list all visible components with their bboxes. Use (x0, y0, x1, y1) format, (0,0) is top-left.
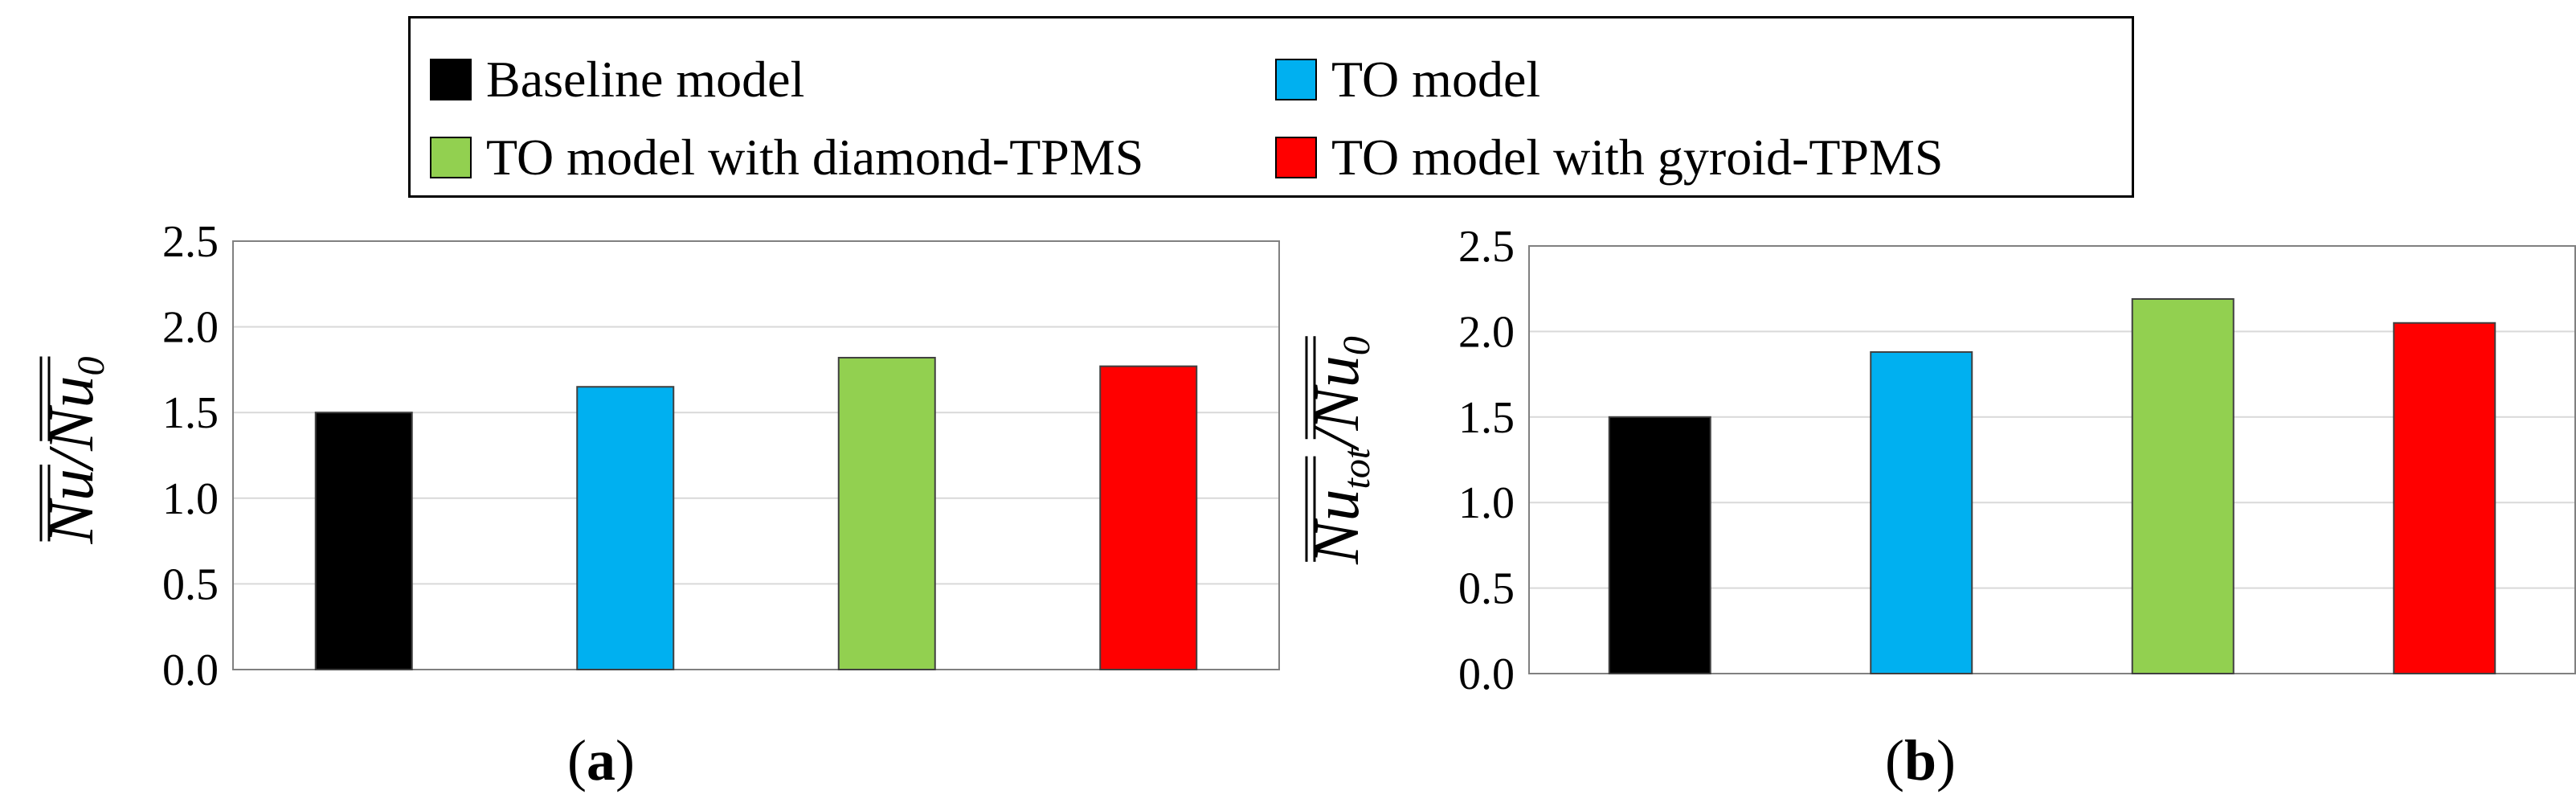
bar-4 (2393, 322, 2496, 674)
panel-label: (b) (1885, 728, 1956, 793)
legend-swatch-gyroid (1275, 137, 1317, 178)
bar-3 (2131, 297, 2235, 674)
bar-1 (1608, 416, 1711, 674)
bar-3 (837, 356, 936, 670)
legend-label-gyroid: TO model with gyroid-TPMS (1331, 129, 1944, 186)
bar-2 (576, 386, 675, 670)
y-tick-label: 2.0 (1458, 307, 1515, 357)
legend-swatch-to (1275, 59, 1317, 100)
y-tick-label: 2.0 (162, 303, 219, 353)
legend-swatch-diamond (430, 137, 472, 178)
legend-item-baseline: Baseline model (430, 47, 804, 112)
y-tick-label: 1.0 (1458, 478, 1515, 528)
svg-text:Nutot/Nu0: Nutot/Nu0 (1302, 336, 1378, 565)
bar-1 (314, 412, 413, 670)
chart-panel-a: 0.0 0.5 1.0 1.5 2.0 2.5 (a) Nu/Nu0 (36, 217, 1280, 793)
y-tick-label: 2.5 (1458, 222, 1515, 272)
chart-panel-b: 0.0 0.5 1.0 1.5 2.0 2.5 (b) Nutot/Nu0 (1302, 222, 2576, 793)
y-tick-label: 0.5 (162, 559, 219, 609)
y-tick-label: 0.5 (1458, 564, 1515, 614)
y-axis-label: Nutot/Nu0 (1302, 336, 1378, 565)
y-tick-label: 1.0 (162, 474, 219, 524)
legend-item-to: TO model (1275, 47, 1540, 112)
y-tick-label: 0.0 (1458, 649, 1515, 699)
panel-label: (a) (567, 728, 635, 793)
svg-text:Nu/Nu0: Nu/Nu0 (36, 357, 112, 545)
legend-label-diamond: TO model with diamond-TPMS (486, 129, 1144, 186)
legend-item-diamond: TO model with diamond-TPMS (430, 125, 1143, 190)
y-tick-label: 0.0 (162, 645, 219, 695)
y-axis-label: Nu/Nu0 (36, 356, 112, 545)
bar-2 (1870, 350, 1973, 674)
legend-label-baseline: Baseline model (486, 51, 805, 108)
bar-4 (1099, 365, 1198, 670)
chart-legend: Baseline model TO model TO model with di… (408, 16, 2134, 198)
legend-label-to: TO model (1331, 51, 1541, 108)
y-tick-label: 2.5 (162, 217, 219, 267)
plot-area (232, 240, 1280, 670)
y-tick-label: 1.5 (1458, 393, 1515, 443)
y-tick-label: 1.5 (162, 388, 219, 438)
legend-swatch-baseline (430, 59, 472, 100)
plot-area (1528, 245, 2576, 674)
legend-item-gyroid: TO model with gyroid-TPMS (1275, 125, 1944, 190)
